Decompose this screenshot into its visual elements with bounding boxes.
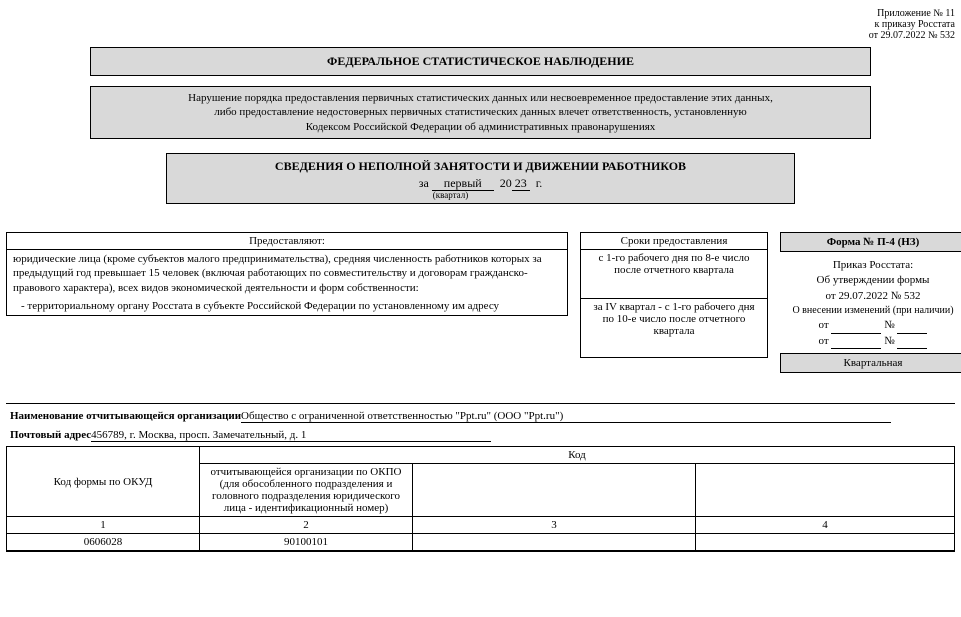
form-number: Форма № П-4 (НЗ) [780,232,961,252]
okpo-value: 90100101 [200,534,413,551]
za-label: за [419,176,429,190]
org-addr-value: 456789, г. Москва, просп. Замечательный,… [91,429,491,442]
order-l2: Об утверждении формы [780,273,961,288]
deadlines-d1: с 1-го рабочего дня по 8-е число после о… [581,250,768,299]
report-info-box: СВЕДЕНИЯ О НЕПОЛНОЙ ЗАНЯТОСТИ И ДВИЖЕНИИ… [166,153,795,204]
num-2: № [884,335,895,347]
providers-p1: юридические лица (кроме субъектов малого… [7,250,568,297]
quarterly-box: Квартальная [780,353,961,373]
table-row: 0606028 90100101 [7,534,955,551]
deadlines-d2: за IV квартал - с 1-го рабочего дня по 1… [581,299,768,358]
codes-table: Код формы по ОКУД Код отчитывающейся орг… [6,446,955,551]
year-value: 23 [512,177,530,191]
date-blank-2 [831,336,881,349]
cell-2: 2 [200,517,413,534]
deadlines-header: Сроки предоставления [581,233,768,250]
col2-header: отчитывающейся организации по ОКПО (для … [200,464,413,517]
providers-p2: - территориальному органу Росстата в суб… [7,297,568,316]
ot-2: от [819,335,829,347]
providers-header: Предоставляют: [7,233,568,250]
attachment-line2: к приказу Росстата [6,19,955,30]
date-blank-1 [831,321,881,334]
col1-header: Код формы по ОКУД [7,447,200,517]
changes-label: О внесении изменений (при наличии) [780,304,961,318]
notice-l2: либо предоставление недостоверных первич… [99,105,862,119]
table-row: 1 2 3 4 [7,517,955,534]
org-addr-label: Почтовый адрес [10,429,91,441]
col3-header [413,464,696,517]
org-name-value: Общество с ограниченной ответственностью… [241,410,891,423]
form-meta: Форма № П-4 (НЗ) Приказ Росстата: Об утв… [780,232,961,373]
org-addr-row: Почтовый адрес 456789, г. Москва, просп.… [6,429,955,442]
okud-value: 0606028 [7,534,200,551]
report-heading: СВЕДЕНИЯ О НЕПОЛНОЙ ЗАНЯТОСТИ И ДВИЖЕНИИ… [177,158,784,175]
deadlines-table: Сроки предоставления с 1-го рабочего дня… [580,232,768,358]
cell-1: 1 [7,517,200,534]
report-period-line: за первый 2023 г. (квартал) [177,175,784,202]
c3-value [413,534,696,551]
attachment-info: Приложение № 11 к приказу Росстата от 29… [6,8,955,41]
org-main-block: Наименование отчитывающейся организации … [6,403,955,552]
providers-table: Предоставляют: юридические лица (кроме с… [6,232,568,316]
num-blank-1 [897,321,927,334]
c4-value [696,534,955,551]
main-title: ФЕДЕРАЛЬНОЕ СТАТИСТИЧЕСКОЕ НАБЛЮДЕНИЕ [90,47,871,76]
col4-header [696,464,955,517]
attachment-line3: от 29.07.2022 № 532 [6,30,955,41]
attachment-line1: Приложение № 11 [6,8,955,19]
org-name-row: Наименование отчитывающейся организации … [6,410,955,423]
cell-3: 3 [413,517,696,534]
kod-header: Код [200,447,955,464]
notice-l1: Нарушение порядка предоставления первичн… [99,91,862,105]
year-prefix: 20 [500,176,512,190]
change-row-2: от № [780,334,961,349]
cell-4: 4 [696,517,955,534]
change-row-1: от № [780,318,961,333]
ot-1: от [819,319,829,331]
num-1: № [884,319,895,331]
org-name-label: Наименование отчитывающейся организации [10,410,241,422]
num-blank-2 [897,336,927,349]
notice-l3: Кодексом Российской Федерации об админис… [99,120,862,134]
notice-box: Нарушение порядка предоставления первичн… [90,86,871,139]
order-l3: от 29.07.2022 № 532 [780,289,961,304]
g-label: г. [536,176,543,190]
quarter-sublabel: (квартал) [177,189,784,202]
order-l1: Приказ Росстата: [780,258,961,273]
